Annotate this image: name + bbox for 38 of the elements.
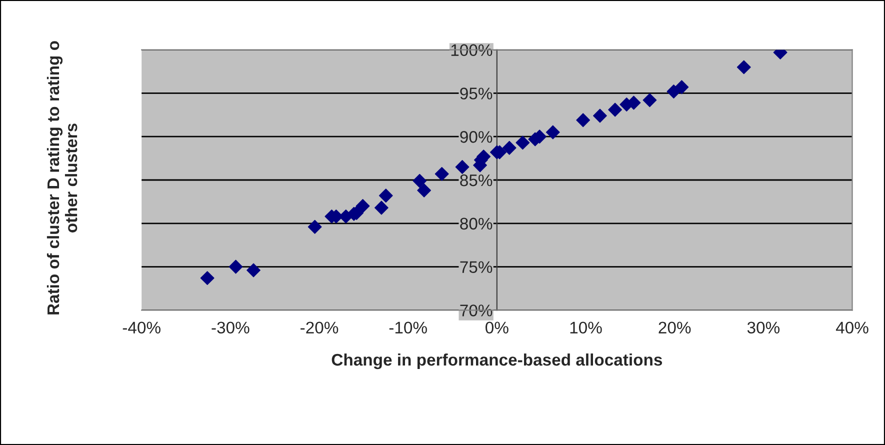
point — [608, 102, 622, 117]
point — [228, 260, 243, 274]
x-tick-label: 10% — [570, 322, 602, 334]
point — [516, 136, 530, 150]
point — [308, 220, 322, 234]
x-tick-label: -30% — [212, 322, 250, 334]
x-axis-title: Change in performance-based allocations — [332, 353, 662, 370]
point — [642, 93, 657, 108]
point — [674, 80, 689, 94]
x-tick-label: 30% — [747, 322, 780, 334]
y-tick-label: 70% — [460, 304, 492, 316]
x-tick-label: 40% — [836, 322, 868, 334]
y-axis-title: Ratio of cluster D rating to rating o other clusters — [46, 41, 78, 314]
point — [593, 108, 607, 123]
point — [455, 160, 470, 174]
point — [374, 200, 388, 215]
x-tick-label: 20% — [658, 322, 691, 334]
point — [736, 60, 751, 74]
y-tick-label: 95% — [460, 88, 492, 100]
x-tick-label: 0% — [486, 322, 508, 334]
y-tick-label: 75% — [460, 261, 492, 273]
point — [200, 271, 214, 286]
point — [246, 263, 260, 278]
point — [576, 113, 590, 128]
point — [434, 166, 449, 181]
y-tick-label: 85% — [460, 174, 492, 186]
point — [417, 183, 432, 198]
point — [546, 125, 560, 140]
x-tick-label: -40% — [122, 322, 160, 334]
point — [378, 188, 393, 203]
y-tick-label: 80% — [460, 218, 492, 230]
x-tick-label: -20% — [300, 322, 338, 334]
point — [412, 174, 427, 188]
point — [502, 140, 516, 155]
x-tick-label: -10% — [389, 322, 427, 334]
y-tick-label: 100% — [451, 44, 492, 56]
point — [356, 199, 370, 213]
y-tick-label: 90% — [460, 131, 492, 143]
